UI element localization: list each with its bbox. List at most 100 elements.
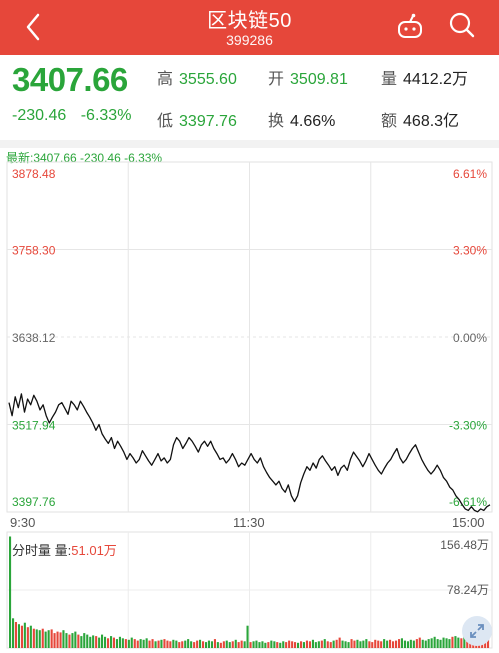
volume-bar	[237, 642, 240, 648]
search-button[interactable]	[447, 10, 477, 40]
expand-icon	[470, 624, 484, 638]
volume-bar	[279, 642, 282, 648]
y-left-tick-label: 3638.12	[12, 331, 56, 345]
volume-bar	[101, 634, 104, 648]
volume-bar	[261, 641, 264, 648]
volume-bar	[29, 625, 32, 648]
volume-bar	[213, 639, 216, 648]
stat-high: 高 3555.60	[157, 71, 237, 88]
volume-bar	[415, 639, 418, 648]
price-line	[8, 393, 491, 513]
volume-bar	[124, 639, 127, 648]
volume-bar	[166, 640, 169, 648]
volume-bar	[418, 637, 421, 648]
time-label-open: 9:30	[10, 515, 36, 530]
volume-bar	[311, 639, 314, 648]
volume-bar	[62, 630, 65, 648]
y-right-tick-label: 3.30%	[453, 244, 487, 258]
volume-bar	[362, 640, 365, 648]
search-icon	[449, 12, 475, 38]
volume-bar	[234, 639, 237, 648]
volume-bar	[178, 642, 181, 648]
volume-bar	[142, 639, 145, 648]
volume-bar	[145, 638, 148, 648]
robot-icon	[398, 13, 422, 38]
volume-bar	[433, 636, 436, 648]
volume-bar	[12, 618, 15, 648]
volume-bar	[270, 640, 273, 648]
volume-bar	[457, 637, 460, 648]
volume-bar	[451, 636, 454, 648]
volume-bar	[386, 640, 389, 648]
volume-bar	[38, 630, 41, 648]
volume-bar	[267, 642, 270, 648]
volume-bar	[118, 636, 121, 648]
volume-bar	[353, 640, 356, 648]
volume-bar	[193, 642, 196, 648]
volume-bar	[92, 635, 95, 648]
stat-open: 开 3509.81	[268, 71, 348, 88]
expand-chart-button[interactable]	[462, 616, 492, 646]
volume-bar	[44, 631, 47, 648]
back-button[interactable]	[18, 10, 48, 44]
volume-bar	[308, 641, 311, 648]
volume-bar	[445, 638, 448, 648]
y-left-tick-label: 3517.94	[12, 419, 56, 433]
volume-bar	[412, 640, 415, 648]
volume-tag: 分时量 量:51.01万	[12, 540, 117, 559]
volume-bar	[335, 639, 338, 648]
volume-bar	[35, 629, 38, 648]
volume-bar	[133, 639, 136, 648]
robot-assistant-button[interactable]	[395, 12, 425, 42]
stat-low: 低 3397.76	[157, 113, 237, 130]
volume-bar	[442, 637, 445, 648]
volume-bar	[14, 622, 17, 648]
volume-bar	[255, 640, 258, 648]
volume-bar	[148, 640, 151, 648]
volume-bar	[89, 636, 92, 648]
volume-bar	[157, 640, 160, 648]
volume-bar	[406, 641, 409, 648]
volume-bar	[344, 641, 347, 648]
volume-bar	[71, 633, 74, 648]
y-left-tick-label: 3758.30	[12, 244, 56, 258]
volume-bar	[350, 639, 353, 648]
volume-bar	[359, 641, 362, 648]
volume-bar	[110, 636, 113, 648]
volume-bar	[80, 636, 83, 648]
volume-bar	[252, 641, 255, 648]
intraday-price-chart[interactable]: 3878.48 3758.30 3638.12 3517.94 3397.76 6.61%…	[0, 160, 499, 515]
volume-bar	[20, 625, 23, 648]
volume-bar	[175, 640, 178, 648]
volume-bar	[95, 636, 98, 648]
stat-volume: 量 4412.2万	[381, 71, 468, 88]
volume-bar	[121, 638, 124, 648]
volume-bar	[225, 640, 228, 648]
volume-bar	[184, 640, 187, 648]
stock-code: 399286	[226, 32, 273, 48]
volume-bar	[374, 639, 377, 648]
volume-bar	[398, 639, 401, 648]
current-price: 3407.66	[12, 61, 128, 98]
volume-bar	[136, 640, 139, 648]
volume-bar	[231, 641, 234, 648]
quote-panel: 3407.66 -230.46 -6.33% 高 3555.60 低 3397.76…	[0, 55, 499, 145]
volume-bar	[326, 641, 329, 648]
volume-bar	[59, 632, 62, 648]
volume-bar	[305, 640, 308, 648]
volume-bar	[41, 628, 44, 648]
volume-bar	[190, 641, 193, 648]
volume-bar	[246, 625, 249, 648]
volume-bar	[347, 642, 350, 648]
volume-bar	[187, 639, 190, 648]
volume-bar	[273, 641, 276, 648]
volume-bar	[202, 641, 205, 648]
volume-bar	[50, 629, 53, 648]
volume-bar	[448, 639, 451, 648]
volume-bar	[421, 639, 424, 648]
volume-bar	[403, 640, 406, 648]
y-right-tick-label: -3.30%	[449, 419, 487, 433]
volume-bar	[285, 642, 288, 648]
volume-bar	[222, 641, 225, 648]
volume-bar	[424, 640, 427, 648]
